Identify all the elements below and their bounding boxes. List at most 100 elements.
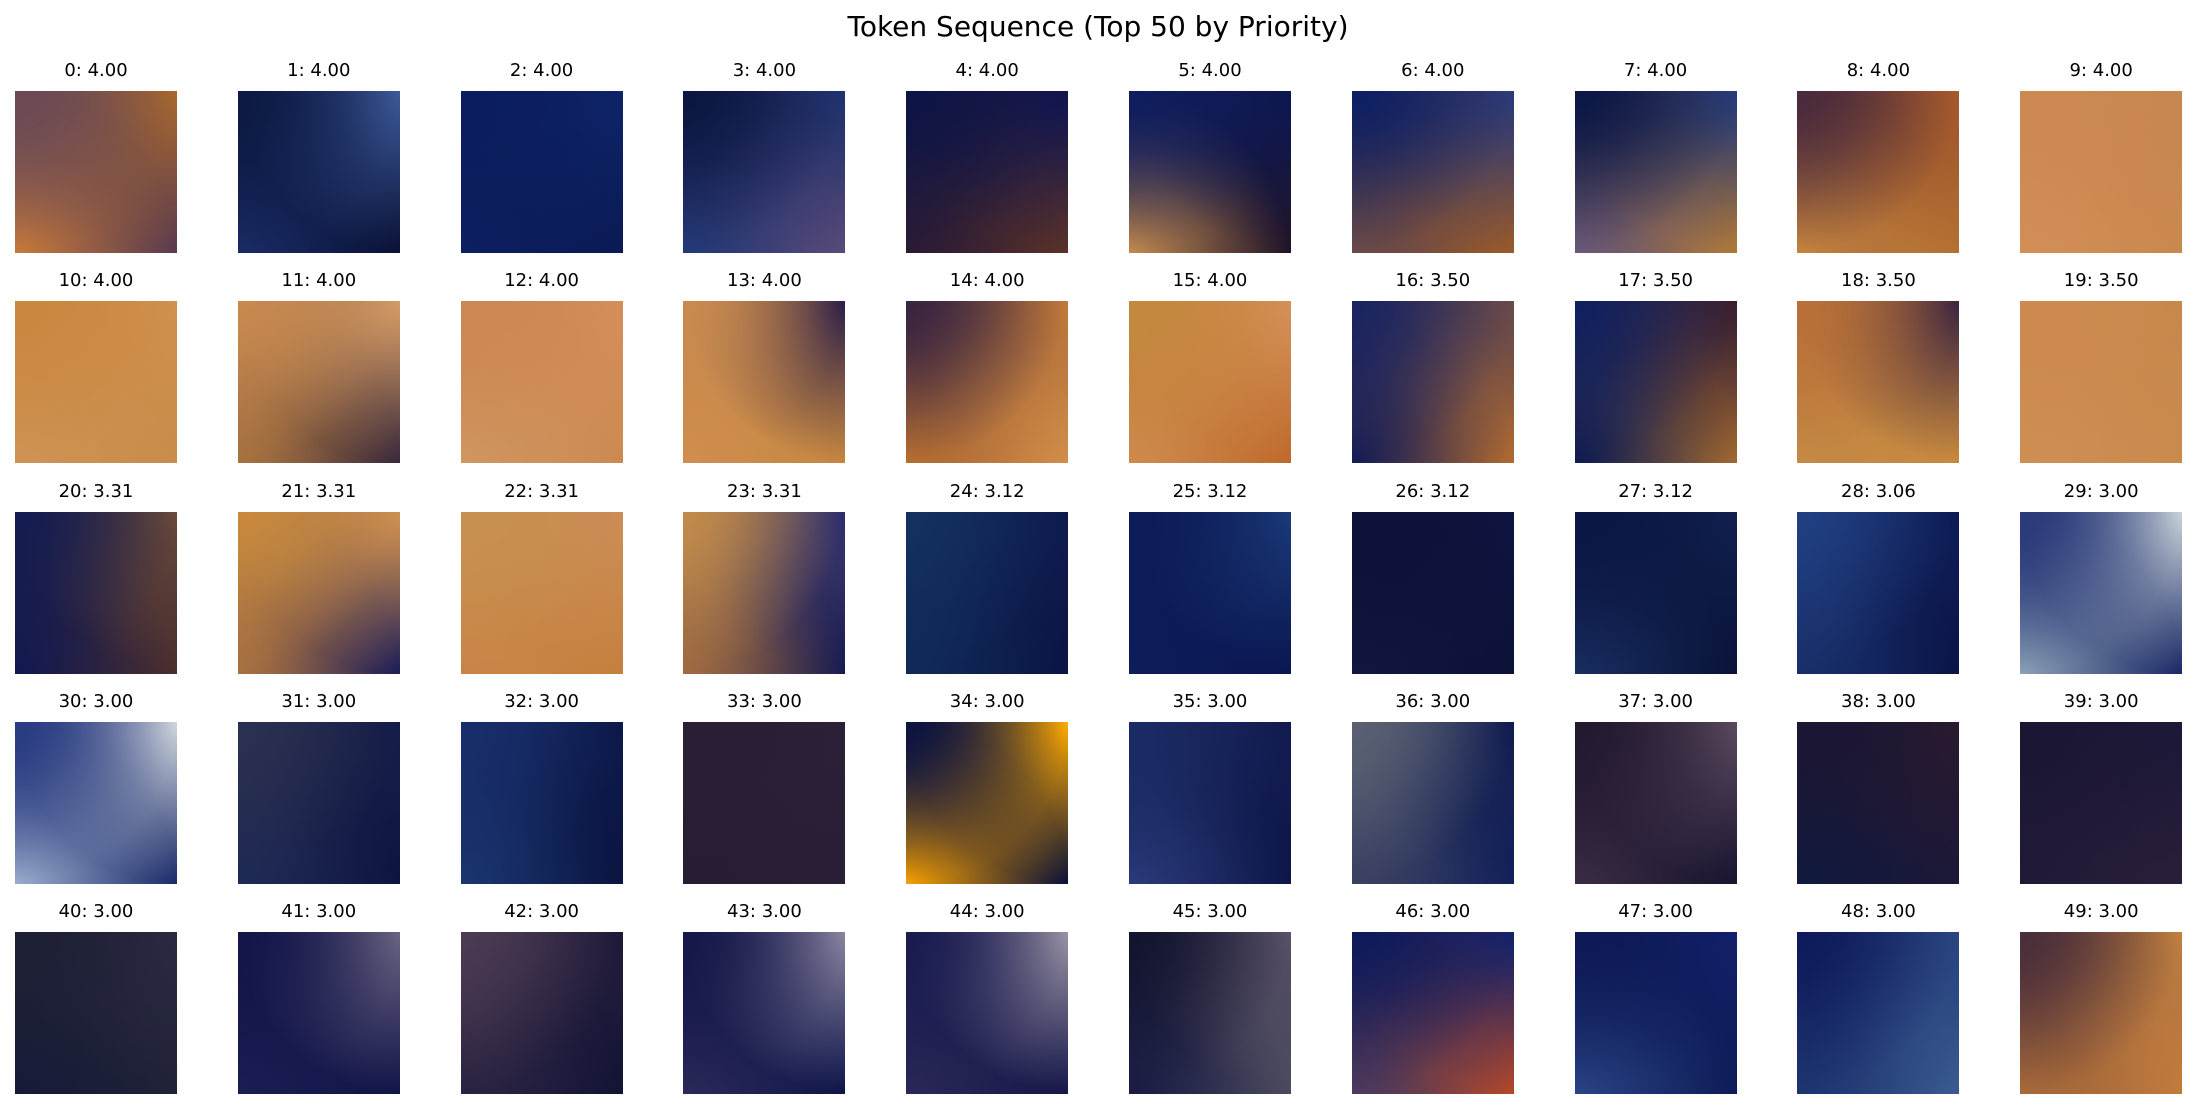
token-label: 20: 3.31 [58, 480, 134, 502]
token-patch-image [1351, 721, 1514, 884]
token-patch-image [460, 91, 623, 253]
token-patch-image [1351, 301, 1514, 464]
token-label: 31: 3.00 [281, 690, 357, 712]
token-patch-image [683, 721, 846, 884]
token-patch-image [237, 511, 400, 674]
token-label: 44: 3.00 [949, 901, 1025, 923]
token-label: 10: 4.00 [58, 270, 134, 292]
token-label: 13: 4.00 [727, 270, 802, 292]
token-label: 25: 3.12 [1172, 480, 1248, 502]
token-label: 9: 4.00 [2069, 60, 2133, 81]
token-label: 48: 3.00 [1841, 901, 1916, 923]
token-label: 6: 4.00 [1401, 60, 1465, 81]
token-patch-image [906, 721, 1069, 884]
token-label: 12: 4.00 [504, 270, 579, 292]
token-label: 17: 3.50 [1618, 270, 1693, 292]
token-patch-image [15, 301, 177, 464]
token-label: 19: 3.50 [2063, 270, 2139, 292]
token-patch-image [460, 511, 623, 674]
token-patch-image [1351, 91, 1514, 253]
token-patch-image [906, 932, 1069, 1095]
token-label: 27: 3.12 [1618, 480, 1693, 502]
token-label: 37: 3.00 [1618, 690, 1693, 712]
token-patch-image [1797, 301, 1960, 464]
token-patch-image [15, 721, 177, 884]
token-label: 32: 3.00 [504, 690, 579, 712]
token-label: 26: 3.12 [1395, 480, 1471, 502]
token-patch-image [1351, 932, 1514, 1095]
token-label: 30: 3.00 [58, 690, 134, 712]
figure-title: Token Sequence (Top 50 by Priority) [847, 10, 1349, 43]
token-label: 36: 3.00 [1395, 690, 1471, 712]
token-label: 43: 3.00 [727, 901, 802, 923]
token-label: 7: 4.00 [1623, 60, 1688, 81]
token-label: 3: 4.00 [732, 60, 797, 81]
token-label: 23: 3.31 [727, 480, 802, 502]
token-label: 11: 4.00 [281, 270, 357, 292]
token-patch-image [460, 301, 623, 464]
token-label: 33: 3.00 [727, 690, 802, 712]
token-label: 49: 3.00 [2063, 901, 2139, 923]
token-patch-image [1129, 301, 1291, 464]
token-label: 15: 4.00 [1172, 270, 1248, 292]
token-label: 42: 3.00 [504, 901, 579, 923]
token-patch-image [906, 301, 1069, 464]
token-patch-image [1129, 91, 1291, 253]
token-label: 41: 3.00 [281, 901, 357, 923]
token-label: 38: 3.00 [1841, 690, 1916, 712]
token-label: 2: 4.00 [509, 60, 574, 81]
token-label: 22: 3.31 [504, 480, 579, 502]
token-patch-image [906, 511, 1069, 674]
token-label: 18: 3.50 [1841, 270, 1916, 292]
token-patch-image [1574, 511, 1737, 674]
token-patch-image [1129, 932, 1291, 1095]
token-patch-image [2020, 932, 2183, 1095]
token-patch-image [906, 91, 1069, 253]
token-label: 45: 3.00 [1172, 901, 1248, 923]
token-label: 0: 4.00 [64, 60, 128, 81]
token-patch-image [1129, 511, 1291, 674]
token-patch-image [683, 932, 846, 1095]
token-label: 8: 4.00 [1846, 60, 1911, 81]
token-label: 21: 3.31 [281, 480, 357, 502]
token-patch-image [460, 932, 623, 1095]
token-patch-image [237, 301, 400, 464]
token-label: 40: 3.00 [58, 901, 134, 923]
token-label: 16: 3.50 [1395, 270, 1471, 292]
token-label: 46: 3.00 [1395, 901, 1471, 923]
token-label: 34: 3.00 [949, 690, 1025, 712]
token-patch-image [1797, 511, 1960, 674]
token-label: 14: 4.00 [949, 270, 1025, 292]
token-patch-image [1574, 932, 1737, 1095]
token-patch-image [1129, 721, 1291, 884]
token-label: 1: 4.00 [287, 60, 351, 81]
token-patch-image [1797, 91, 1960, 253]
token-patch-image [15, 91, 177, 253]
token-patch-image [15, 511, 177, 674]
token-patch-image [2020, 91, 2183, 253]
token-label: 28: 3.06 [1841, 480, 1916, 502]
token-patch-image [2020, 301, 2183, 464]
token-patch-image [1574, 301, 1737, 464]
token-patch-image [683, 301, 846, 464]
token-patch-image [2020, 721, 2183, 884]
token-patch-image [237, 721, 400, 884]
token-patch-image [1574, 721, 1737, 884]
token-patch-image [237, 932, 400, 1095]
token-patch-image [237, 91, 400, 253]
token-patch-image [1351, 511, 1514, 674]
token-label: 47: 3.00 [1618, 901, 1693, 923]
token-label: 24: 3.12 [949, 480, 1025, 502]
token-patch-image [460, 721, 623, 884]
token-patch-image [1797, 932, 1960, 1095]
token-label: 4: 4.00 [955, 60, 1019, 81]
token-patch-image [15, 932, 177, 1095]
token-label: 5: 4.00 [1178, 60, 1242, 81]
token-patch-image [683, 511, 846, 674]
token-patch-image [1797, 721, 1960, 884]
token-patch-image [683, 91, 846, 253]
token-patch-image [2020, 511, 2183, 674]
token-label: 35: 3.00 [1172, 690, 1248, 712]
token-patch-image [1574, 91, 1737, 253]
